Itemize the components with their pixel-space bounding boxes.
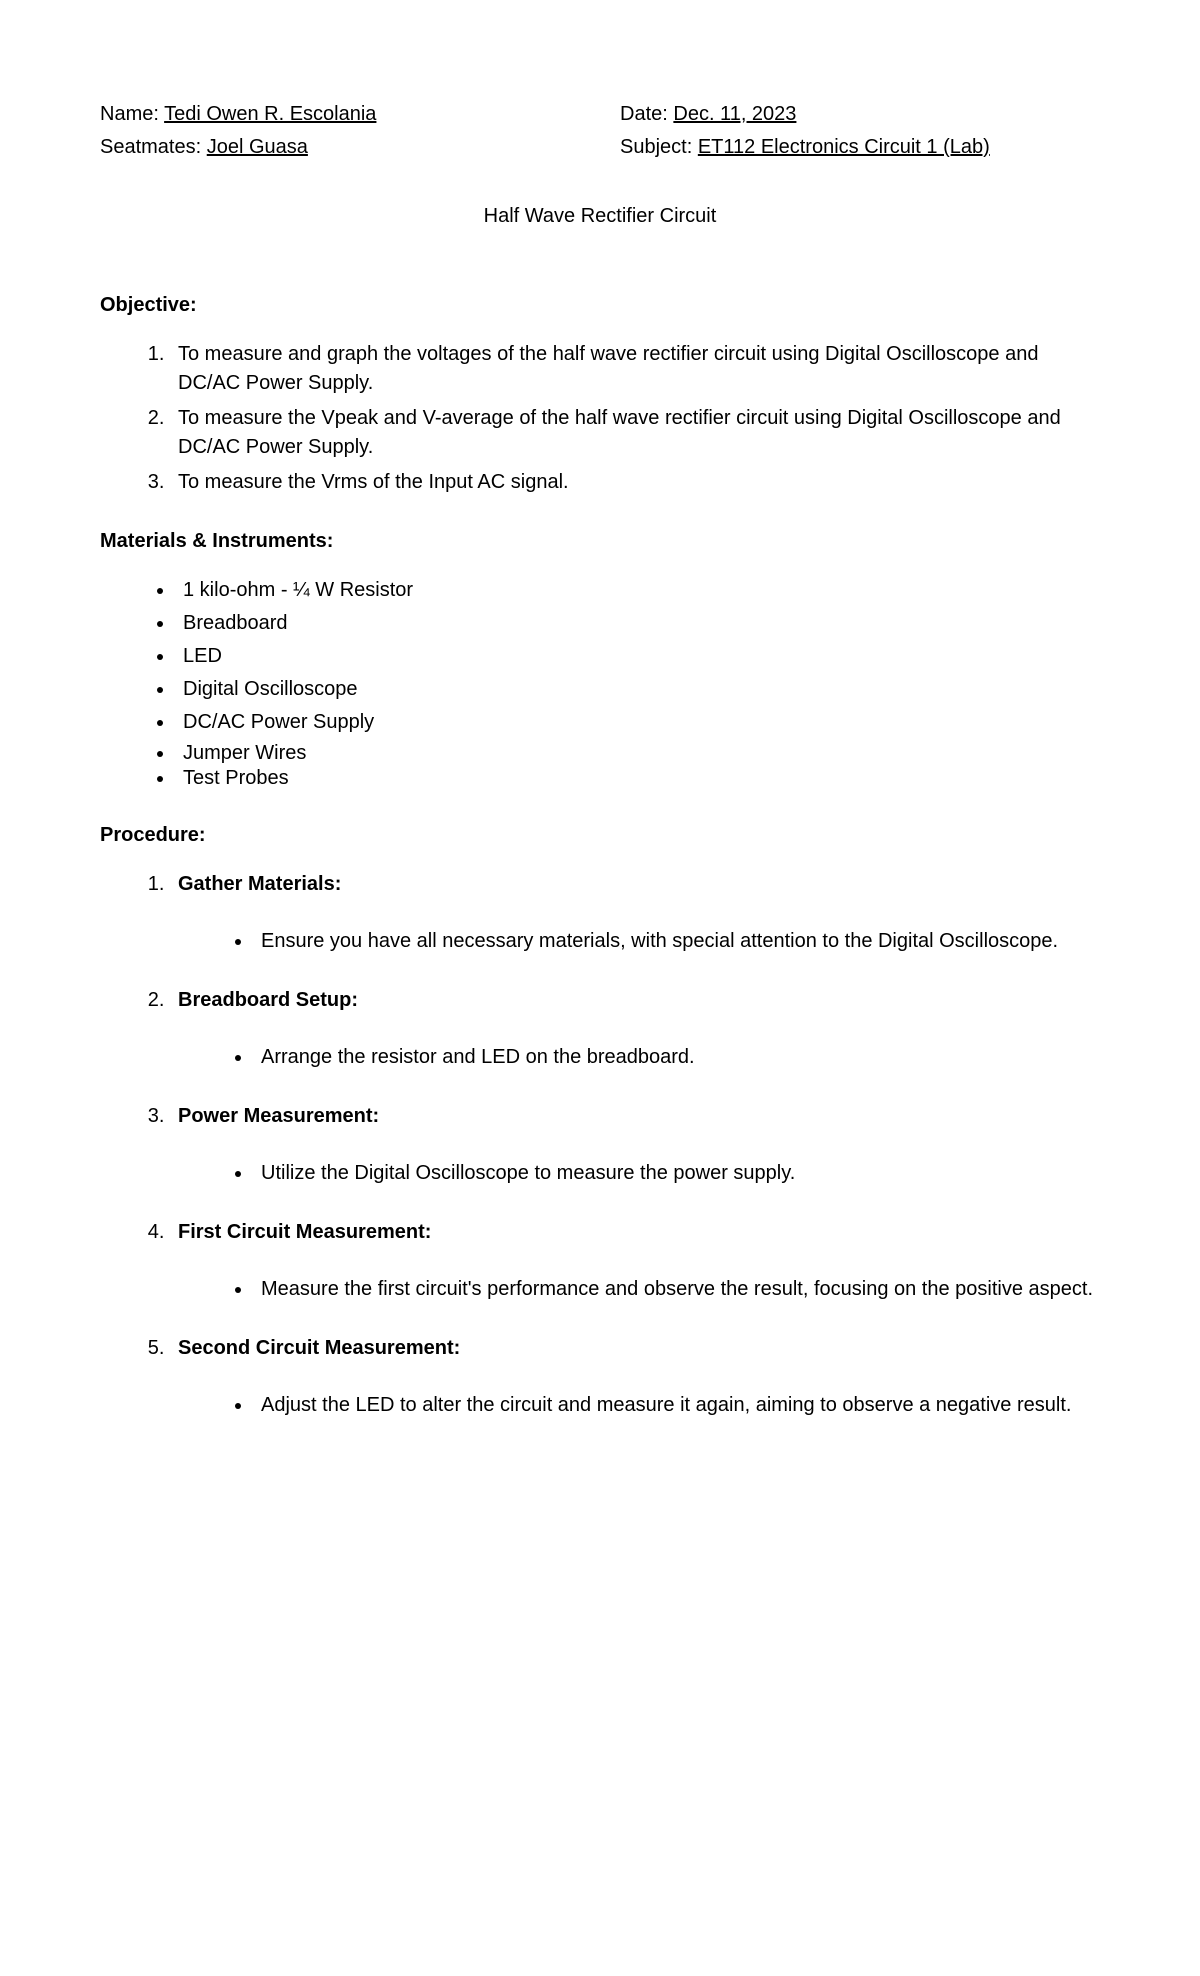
material-item: 1 kilo-ohm - ¼ W Resistor	[175, 576, 1100, 605]
step-title: Second Circuit Measurement:	[178, 1337, 460, 1359]
objectives-list: To measure and graph the voltages of the…	[100, 340, 1100, 497]
document-title: Half Wave Rectifier Circuit	[100, 202, 1100, 231]
procedure-list: Gather Materials: Ensure you have all ne…	[100, 870, 1100, 1420]
step-title: Gather Materials:	[178, 873, 341, 895]
materials-list: 1 kilo-ohm - ¼ W Resistor Breadboard LED…	[100, 576, 1100, 791]
substep-item: Arrange the resistor and LED on the brea…	[253, 1043, 1100, 1072]
document-page: Name: Tedi Owen R. Escolania Date: Dec. …	[0, 0, 1200, 1976]
step-title: First Circuit Measurement:	[178, 1221, 431, 1243]
procedure-heading: Procedure:	[100, 821, 1100, 850]
material-item: LED	[175, 642, 1100, 671]
objective-item: To measure the Vrms of the Input AC sign…	[170, 468, 1100, 497]
objective-item: To measure and graph the voltages of the…	[170, 340, 1100, 398]
substep-list: Ensure you have all necessary materials,…	[178, 927, 1100, 956]
material-item: DC/AC Power Supply	[175, 708, 1100, 737]
procedure-step: Power Measurement: Utilize the Digital O…	[170, 1102, 1100, 1188]
step-title: Breadboard Setup:	[178, 989, 358, 1011]
subject-label: Subject:	[620, 136, 692, 158]
materials-heading: Materials & Instruments:	[100, 527, 1100, 556]
procedure-step: First Circuit Measurement: Measure the f…	[170, 1218, 1100, 1304]
procedure-step: Breadboard Setup: Arrange the resistor a…	[170, 986, 1100, 1072]
step-title: Power Measurement:	[178, 1105, 379, 1127]
substep-item: Ensure you have all necessary materials,…	[253, 927, 1100, 956]
material-item: Breadboard	[175, 609, 1100, 638]
date-field: Date: Dec. 11, 2023	[580, 100, 1100, 129]
substep-item: Adjust the LED to alter the circuit and …	[253, 1391, 1100, 1420]
header-row-1: Name: Tedi Owen R. Escolania Date: Dec. …	[100, 100, 1100, 129]
objective-item: To measure the Vpeak and V-average of th…	[170, 404, 1100, 462]
substep-list: Utilize the Digital Oscilloscope to meas…	[178, 1159, 1100, 1188]
date-value: Dec. 11, 2023	[673, 103, 796, 125]
objective-heading: Objective:	[100, 291, 1100, 320]
date-label: Date:	[620, 103, 668, 125]
name-label: Name:	[100, 103, 159, 125]
material-item: Digital Oscilloscope	[175, 675, 1100, 704]
subject-value: ET112 Electronics Circuit 1 (Lab)	[698, 136, 990, 158]
subject-field: Subject: ET112 Electronics Circuit 1 (La…	[580, 133, 1100, 162]
seatmates-value: Joel Guasa	[207, 136, 308, 158]
name-field: Name: Tedi Owen R. Escolania	[100, 100, 580, 129]
substep-item: Utilize the Digital Oscilloscope to meas…	[253, 1159, 1100, 1188]
seatmates-label: Seatmates:	[100, 136, 201, 158]
header-row-2: Seatmates: Joel Guasa Subject: ET112 Ele…	[100, 133, 1100, 162]
substep-item: Measure the first circuit's performance …	[253, 1275, 1100, 1304]
name-value: Tedi Owen R. Escolania	[164, 103, 376, 125]
substep-list: Measure the first circuit's performance …	[178, 1275, 1100, 1304]
substep-list: Arrange the resistor and LED on the brea…	[178, 1043, 1100, 1072]
procedure-step: Gather Materials: Ensure you have all ne…	[170, 870, 1100, 956]
material-item: Test Probes	[175, 766, 1100, 791]
substep-list: Adjust the LED to alter the circuit and …	[178, 1391, 1100, 1420]
material-item: Jumper Wires	[175, 741, 1100, 766]
procedure-step: Second Circuit Measurement: Adjust the L…	[170, 1334, 1100, 1420]
seatmates-field: Seatmates: Joel Guasa	[100, 133, 580, 162]
